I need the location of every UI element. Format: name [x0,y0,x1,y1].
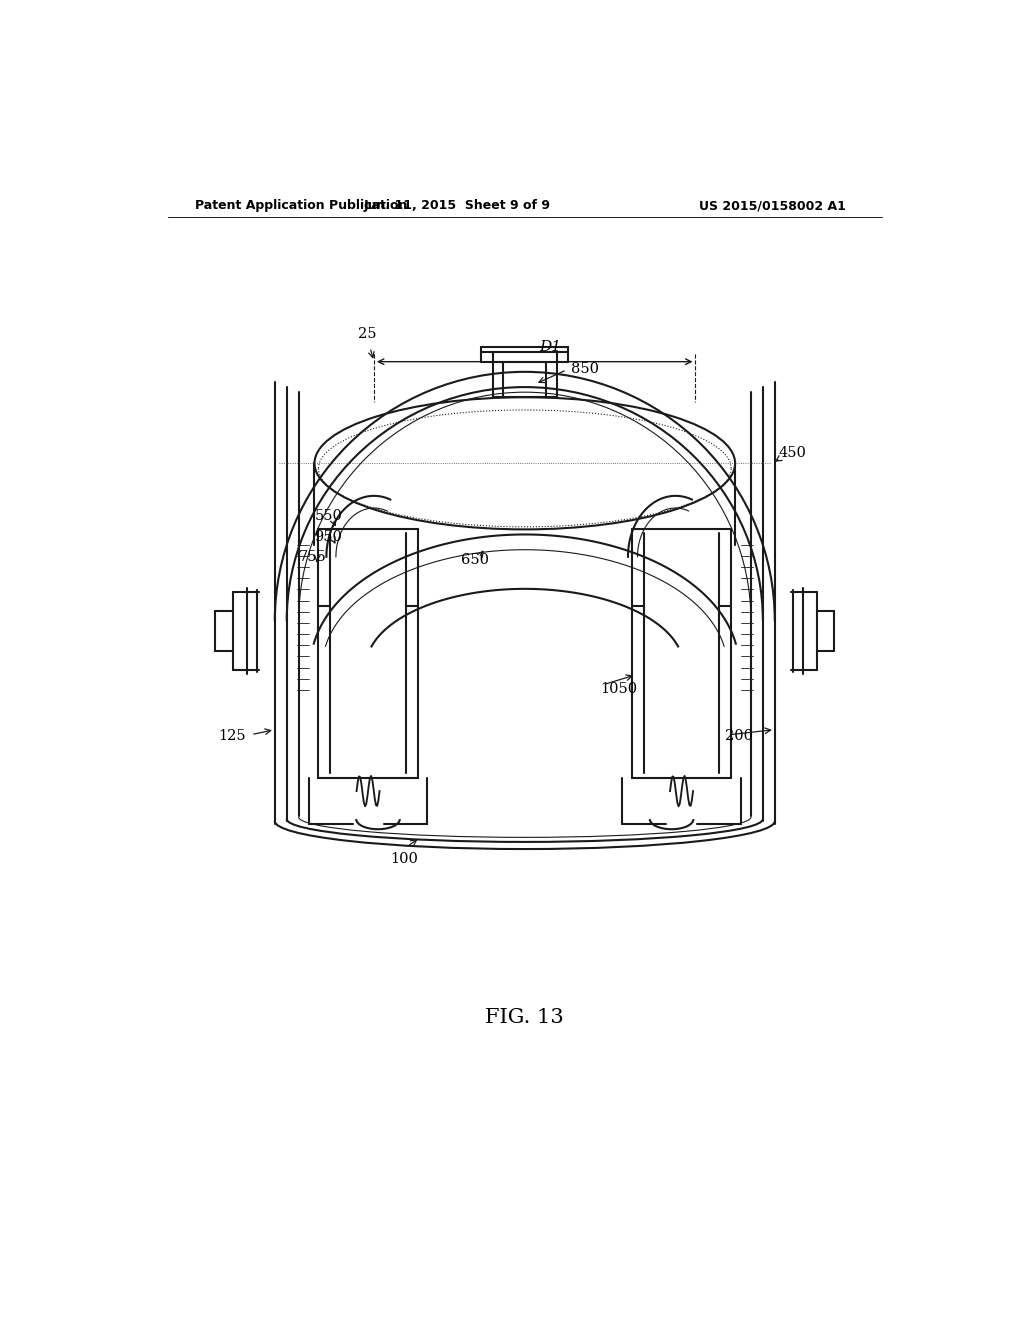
Text: FIG. 13: FIG. 13 [485,1007,564,1027]
Text: 125: 125 [218,729,246,743]
Text: 950: 950 [314,529,342,544]
Text: US 2015/0158002 A1: US 2015/0158002 A1 [699,199,846,213]
Text: 200: 200 [725,729,753,743]
Text: Jun. 11, 2015  Sheet 9 of 9: Jun. 11, 2015 Sheet 9 of 9 [364,199,551,213]
Text: D1: D1 [540,339,561,354]
Text: 755: 755 [299,550,327,564]
Text: 850: 850 [570,362,599,376]
Text: 650: 650 [461,553,489,566]
Text: 25: 25 [358,327,377,342]
Text: 450: 450 [778,446,807,461]
Text: 100: 100 [390,851,418,866]
Text: Patent Application Publication: Patent Application Publication [196,199,408,213]
Text: 1050: 1050 [600,682,637,696]
Text: 550: 550 [314,510,342,523]
